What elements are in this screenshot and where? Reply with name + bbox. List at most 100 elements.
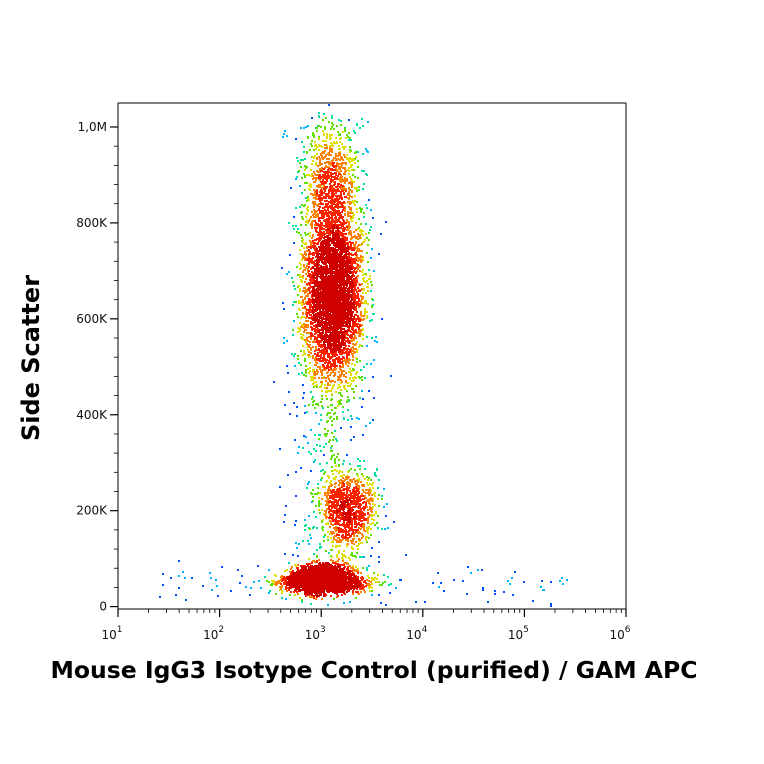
- event-dot: [162, 573, 164, 575]
- event-dot: [280, 576, 282, 578]
- event-dot: [367, 121, 369, 123]
- event-dot: [298, 302, 300, 304]
- event-dot: [334, 506, 336, 508]
- event-dot: [306, 324, 308, 326]
- event-dot: [344, 359, 346, 361]
- event-dot: [313, 448, 315, 450]
- event-dot: [343, 602, 345, 604]
- event-dot: [339, 242, 341, 244]
- event-dot: [324, 200, 326, 202]
- event-dot: [334, 523, 336, 525]
- event-dot: [349, 342, 351, 344]
- event-dot: [323, 254, 325, 256]
- event-dot: [349, 368, 351, 370]
- event-dot: [330, 559, 332, 561]
- event-dot: [331, 456, 333, 458]
- event-dot: [337, 131, 339, 133]
- event-dot: [332, 220, 334, 222]
- event-dot: [297, 452, 299, 454]
- event-dot: [310, 379, 312, 381]
- event-dot: [347, 329, 349, 331]
- event-dot: [345, 163, 347, 165]
- event-dot: [315, 329, 317, 331]
- event-dot: [318, 509, 320, 511]
- event-dot: [327, 499, 329, 501]
- event-dot: [347, 295, 349, 297]
- event-dot: [482, 589, 484, 591]
- event-dot: [336, 593, 338, 595]
- event-dot: [269, 590, 271, 592]
- event-dot: [327, 531, 329, 533]
- event-dot: [346, 490, 348, 492]
- event-dot: [258, 580, 260, 582]
- event-dot: [371, 306, 373, 308]
- event-dot: [353, 202, 355, 204]
- event-dot: [357, 475, 359, 477]
- event-dot: [308, 174, 310, 176]
- event-dot: [374, 340, 376, 342]
- event-dot: [341, 506, 343, 508]
- event-dot: [330, 178, 332, 180]
- event-dot: [336, 440, 338, 442]
- event-dot: [308, 266, 310, 268]
- event-dot: [323, 454, 325, 456]
- event-dot: [301, 259, 303, 261]
- event-dot: [342, 509, 344, 511]
- event-dot: [326, 495, 328, 497]
- event-dot: [561, 577, 563, 579]
- event-dot: [292, 304, 294, 306]
- event-dot: [367, 290, 369, 292]
- event-dot: [334, 183, 336, 185]
- event-dot: [343, 417, 345, 419]
- event-dot: [341, 498, 343, 500]
- event-dot: [328, 246, 330, 248]
- event-dot: [290, 187, 292, 189]
- density-points: [159, 104, 568, 607]
- event-dot: [360, 255, 362, 257]
- event-dot: [304, 405, 306, 407]
- event-dot: [339, 545, 341, 547]
- event-dot: [284, 570, 286, 572]
- event-dot: [366, 500, 368, 502]
- event-dot: [351, 524, 353, 526]
- event-dot: [327, 382, 329, 384]
- event-dot: [312, 160, 314, 162]
- event-dot: [330, 450, 332, 452]
- event-dot: [325, 267, 327, 269]
- event-dot: [339, 201, 341, 203]
- event-dot: [384, 528, 386, 530]
- event-dot: [318, 343, 320, 345]
- event-dot: [309, 534, 311, 536]
- event-dot: [340, 501, 342, 503]
- event-dot: [359, 468, 361, 470]
- event-dot: [351, 262, 353, 264]
- event-dot: [357, 488, 359, 490]
- event-dot: [308, 312, 310, 314]
- event-dot: [343, 370, 345, 372]
- event-dot: [299, 322, 301, 324]
- event-dot: [341, 484, 343, 486]
- event-dot: [330, 447, 332, 449]
- event-dot: [312, 377, 314, 379]
- event-dot: [320, 315, 322, 317]
- event-dot: [353, 258, 355, 260]
- event-dot: [276, 583, 278, 585]
- event-dot: [308, 185, 310, 187]
- event-dot: [343, 536, 345, 538]
- event-dot: [351, 520, 353, 522]
- event-dot: [349, 485, 351, 487]
- event-dot: [332, 163, 334, 165]
- event-dot: [338, 490, 340, 492]
- event-dot: [348, 223, 350, 225]
- event-dot: [359, 265, 361, 267]
- event-dot: [327, 355, 329, 357]
- event-dot: [290, 586, 292, 588]
- event-dot: [281, 580, 283, 582]
- event-dot: [316, 293, 318, 295]
- event-dot: [350, 426, 352, 428]
- event-dot: [355, 242, 357, 244]
- event-dot: [339, 215, 341, 217]
- event-dot: [351, 513, 353, 515]
- event-dot: [370, 528, 372, 530]
- event-dot: [314, 141, 316, 143]
